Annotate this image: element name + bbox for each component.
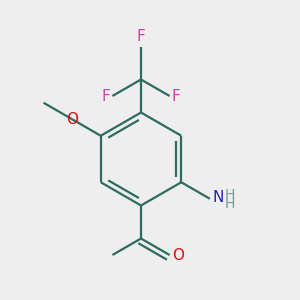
Text: F: F (101, 88, 110, 104)
Text: F: F (172, 88, 181, 104)
Text: O: O (172, 248, 184, 262)
Text: N: N (212, 190, 224, 205)
Text: F: F (136, 29, 146, 44)
Text: H: H (225, 196, 235, 211)
Text: O: O (66, 112, 78, 127)
Text: H: H (225, 188, 235, 202)
